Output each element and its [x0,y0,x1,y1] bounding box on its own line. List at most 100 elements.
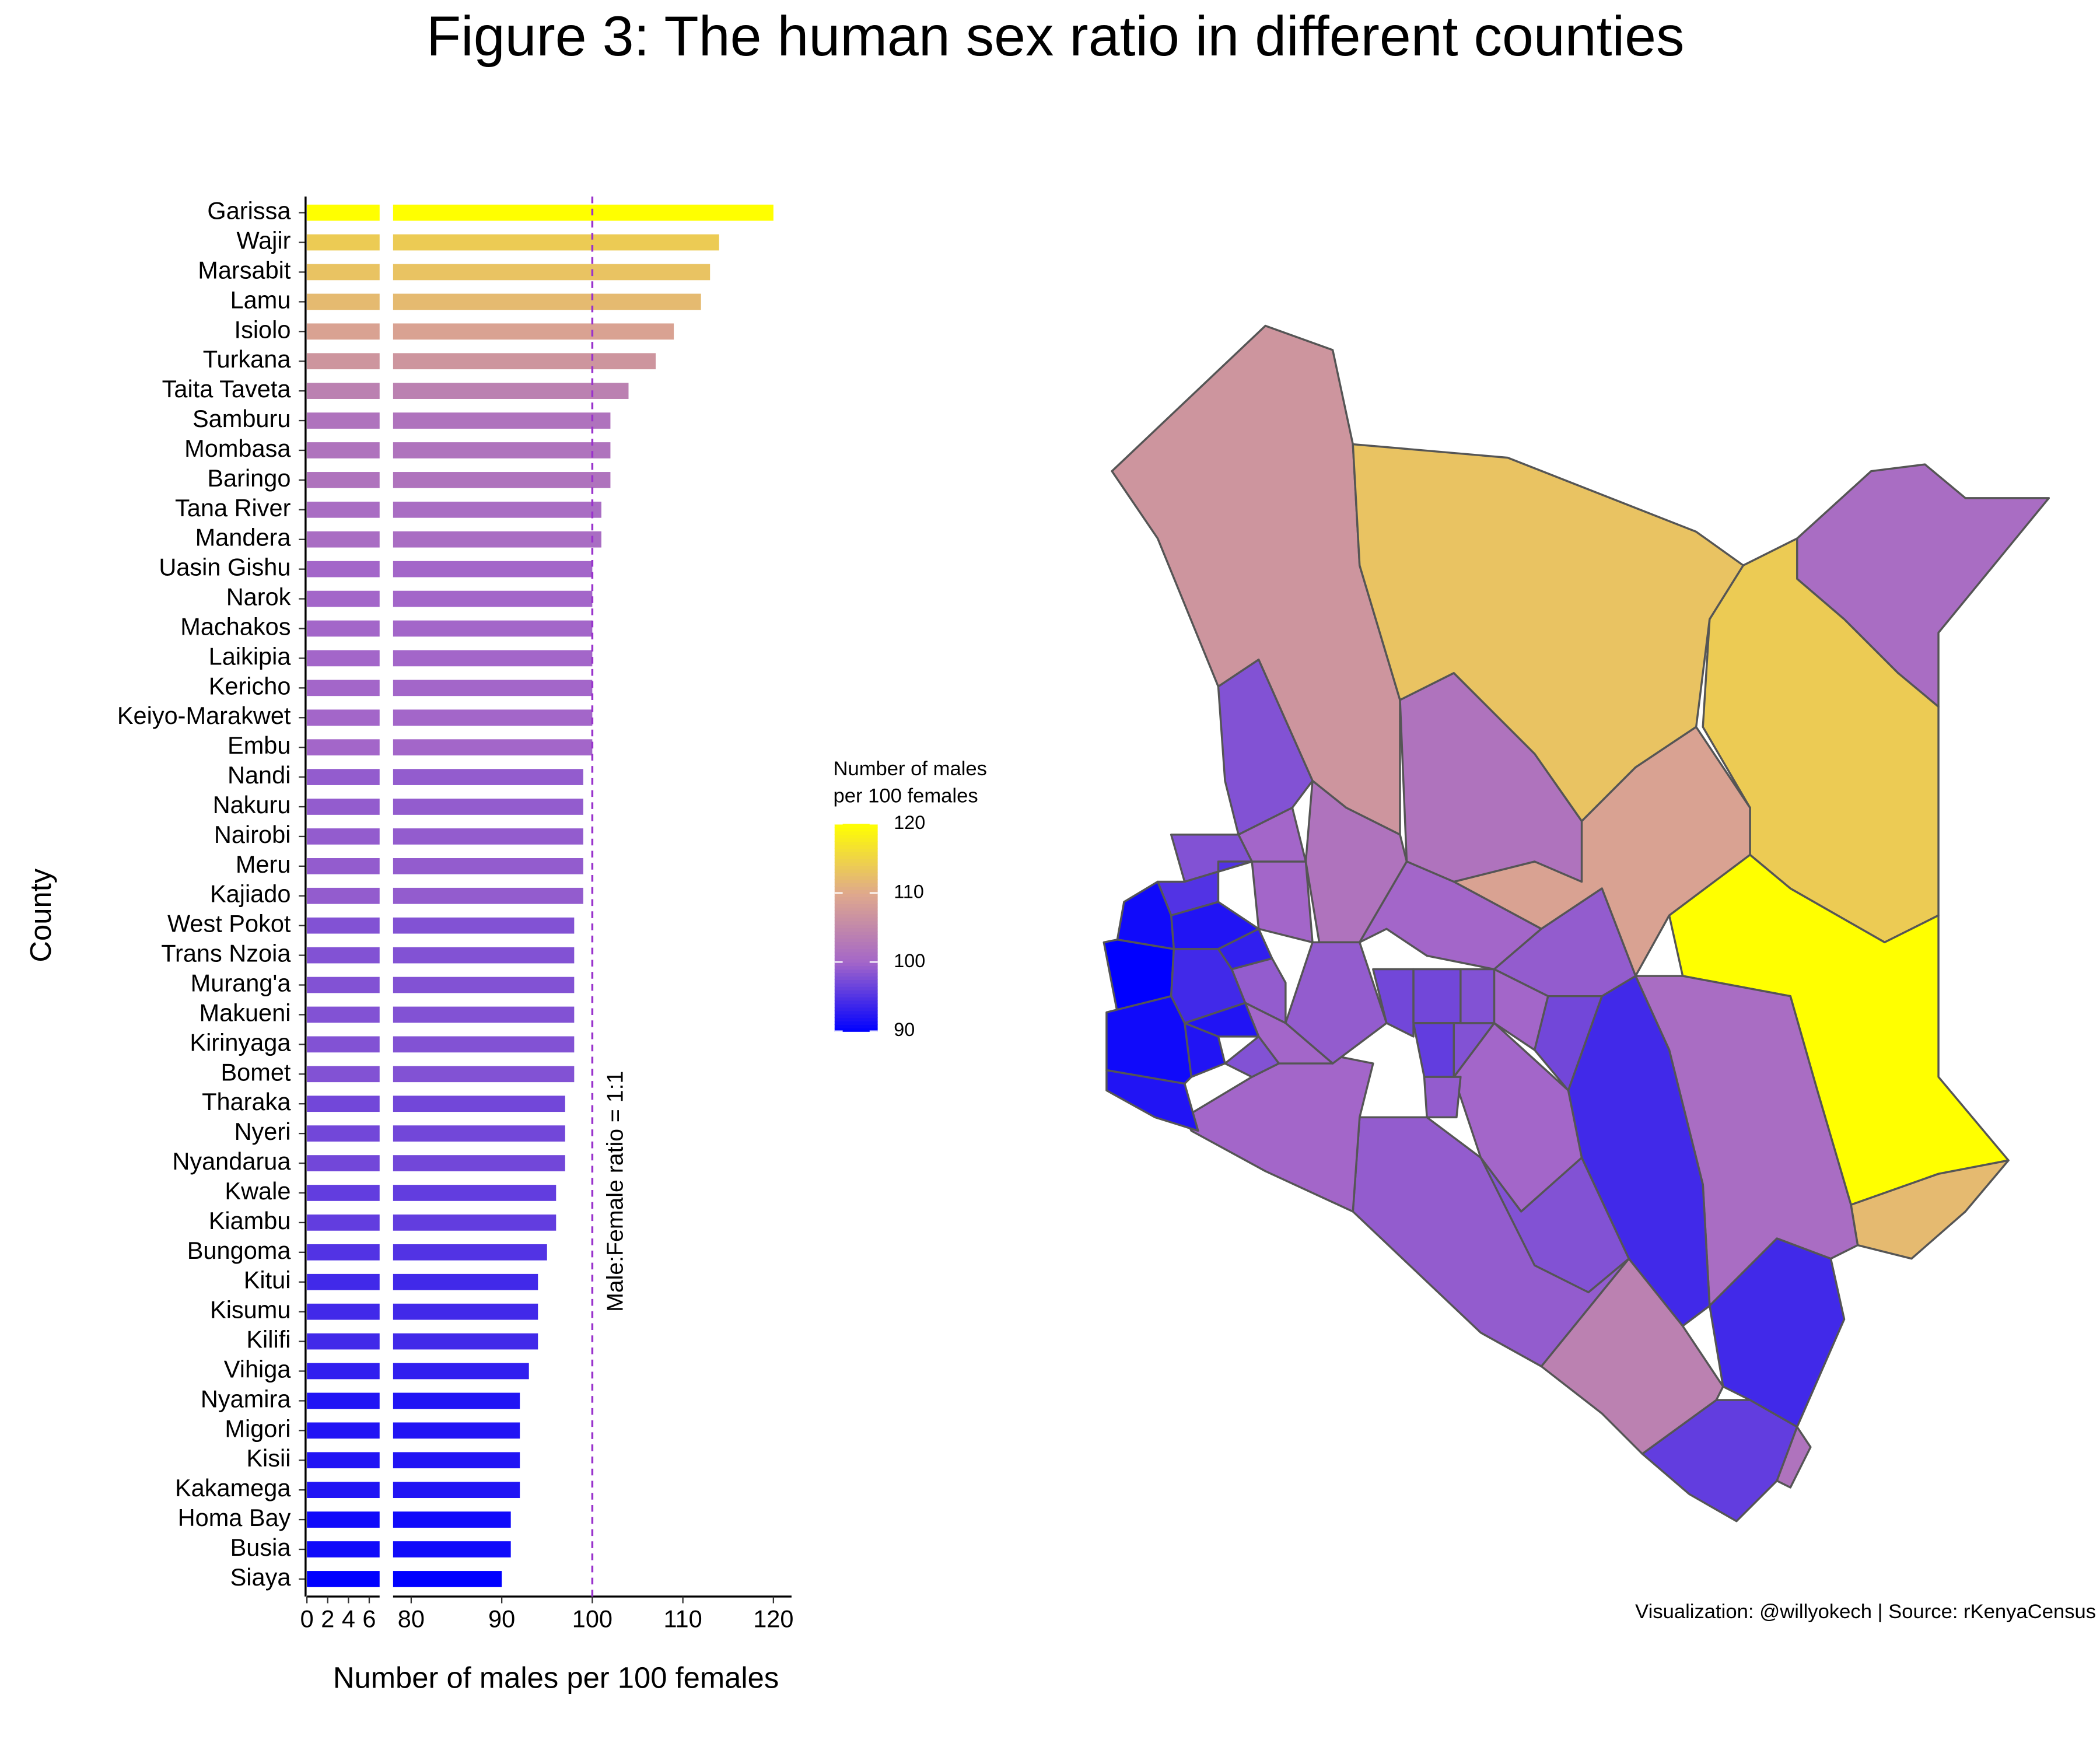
bar-stub [307,917,380,934]
bar [393,709,593,726]
y-tick-label: Kilifi [246,1326,290,1353]
bar [393,828,583,845]
y-tick-label: Makueni [200,999,291,1026]
colorbar-segment [834,855,878,859]
bar-stub [307,1392,380,1409]
bar-stub [307,1363,380,1380]
y-tick-label: Kiambu [209,1207,291,1234]
colorbar-segment [834,862,878,866]
colorbar-segment [834,858,878,863]
colorbar-segment [834,1024,878,1028]
bar-stub [307,769,380,785]
bar [393,561,593,578]
colorbar-segment [834,941,878,946]
map-county [1776,1426,1812,1489]
y-tick-label: Keiyo-Marakwet [117,702,291,729]
bar-stub [307,234,380,251]
y-tick-label: Marsabit [198,256,291,284]
colorbar-segment [834,996,878,1001]
bar [393,590,593,607]
bar [393,383,629,399]
y-tick-label: Nyandarua [172,1147,291,1175]
y-tick-label: Mombasa [184,435,291,462]
colorbar-segment [834,883,878,887]
bar [393,650,593,667]
bar-stub [307,293,380,310]
y-tick-label: Kajiado [210,880,291,908]
colorbar-segment [834,900,878,904]
colorbar-segment [834,989,878,994]
reference-label: Male:Female ratio = 1:1 [602,1071,628,1312]
y-tick-label: Nyeri [235,1118,291,1145]
bar [393,531,601,548]
x-tick-label: 80 [398,1605,425,1632]
colorbar-label: 110 [894,881,923,902]
map-county [1540,1257,1724,1455]
bar-stub [307,1333,380,1350]
y-tick-label: Siaya [230,1563,292,1591]
y-tick-label: Nairobi [214,821,291,848]
bar-stub [307,620,380,637]
colorbar-segment [834,930,878,935]
bar [393,472,611,488]
y-tick-label: Busia [230,1534,292,1561]
bar-stub [307,947,380,964]
bar-stub [307,590,380,607]
map-county [1423,1076,1462,1119]
y-tick-label: Garissa [207,197,291,225]
bar-stub [307,264,380,281]
bar [393,1333,538,1350]
y-tick-label: Nandi [228,761,290,789]
bar-stub [307,1541,380,1558]
colorbar-segment [834,848,878,852]
bar [393,264,710,281]
y-tick-label: Laikipia [209,642,292,670]
colorbar-segment [834,869,878,873]
x-tick-label: 120 [753,1605,793,1632]
y-tick-label: Baringo [207,464,290,492]
y-tick-label: Bungoma [187,1237,292,1264]
colorbar-segment [834,928,878,932]
colorbar-label: 120 [894,812,925,833]
bar [393,1125,565,1142]
colorbar-segment [834,1017,878,1022]
map-county [1460,968,1496,1024]
colorbar-label: 100 [894,950,925,971]
bar-stub [307,1096,380,1112]
colorbar-segment [834,917,878,922]
bar [393,1392,520,1409]
colorbar-segment [834,979,878,984]
colorbar-segment [834,865,878,870]
colorbar-segment [834,1014,878,1019]
bar [393,739,593,756]
y-tick-label: West Pokot [167,910,291,937]
colorbar-segment [834,965,878,970]
y-tick-label: Mandera [195,524,292,551]
bar-stub [307,561,380,578]
map-county [1105,995,1193,1085]
bar-stub [307,323,380,340]
x-tick-label: 0 [300,1605,314,1632]
x-tick-label: 4 [342,1605,355,1632]
map-county [1372,968,1415,1038]
y-tick-label: Uasin Gishu [159,554,290,581]
bar-stub [307,977,380,993]
bar [393,1511,511,1528]
colorbar-segment [834,879,878,884]
bar-stub [307,501,380,518]
bar [393,1422,520,1439]
y-tick-label: Isiolo [235,316,291,343]
colorbar-segment [834,958,878,963]
bar [393,1155,565,1171]
colorbar-segment [834,886,878,890]
y-tick-label: Kakamega [175,1474,291,1502]
bar [393,1066,575,1083]
bar-stub [307,1422,380,1439]
bar-stub [307,799,380,815]
bar-stub [307,204,380,221]
x-tick-label: 6 [362,1605,376,1632]
map-county [1224,1035,1280,1078]
y-tick-label: Bomet [220,1058,290,1086]
y-tick-label: Meru [236,850,291,878]
bar-stub [307,1066,380,1083]
